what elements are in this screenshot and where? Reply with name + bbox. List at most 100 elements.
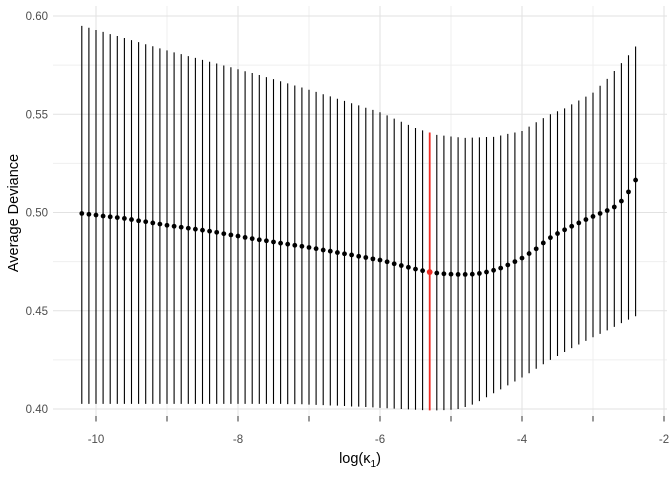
mean-point <box>469 271 475 277</box>
mean-point <box>228 232 234 238</box>
mean-point <box>256 237 262 243</box>
mean-point <box>285 241 291 247</box>
mean-point <box>569 223 575 229</box>
mean-point <box>398 263 404 268</box>
mean-point <box>122 215 127 221</box>
x-axis-title: log(κ1) <box>53 451 667 470</box>
mean-point <box>491 267 496 273</box>
x-axis-ticks-group <box>95 416 665 422</box>
x-tick-label: -2 <box>659 434 669 446</box>
y-tick-label: 0.45 <box>26 306 48 318</box>
mean-point <box>114 215 120 221</box>
mean-point <box>484 269 489 275</box>
mean-point <box>370 256 376 262</box>
mean-point <box>448 271 454 277</box>
mean-point <box>107 214 113 220</box>
mean-point <box>313 246 319 252</box>
mean-point <box>576 220 582 226</box>
mean-point <box>335 250 340 255</box>
mean-point <box>278 240 283 246</box>
x-axis-title-subscript: 1 <box>370 458 377 470</box>
y-tick-label: 0.50 <box>26 208 48 220</box>
mean-point <box>611 204 617 210</box>
y-tick-labels-group: 0.40 0.45 0.50 0.55 0.60 <box>26 11 48 416</box>
x-axis-title-suffix: ) <box>376 451 381 467</box>
y-tick-label: 0.60 <box>26 11 48 23</box>
mean-point <box>100 213 106 219</box>
mean-point <box>93 212 99 218</box>
mean-point <box>604 208 610 213</box>
x-tick-label: -6 <box>375 434 385 446</box>
mean-point <box>207 228 213 234</box>
mean-point <box>555 231 560 236</box>
mean-point <box>633 177 638 183</box>
mean-point <box>129 217 134 222</box>
mean-point <box>562 227 567 233</box>
mean-point <box>477 271 482 276</box>
mean-point <box>548 235 553 241</box>
mean-point <box>526 251 532 256</box>
mean-point <box>171 223 177 229</box>
mean-point <box>626 189 631 195</box>
y-tick-label: 0.55 <box>26 109 48 121</box>
mean-point <box>136 218 142 224</box>
mean-point <box>200 227 205 233</box>
mean-point <box>455 271 461 277</box>
mean-point <box>221 231 227 237</box>
mean-point <box>79 211 85 216</box>
mean-point <box>519 255 525 261</box>
minor-gridlines-group <box>53 6 667 416</box>
mean-point <box>306 245 312 250</box>
mean-point <box>164 222 170 228</box>
mean-point <box>597 211 603 216</box>
mean-point <box>214 229 220 235</box>
x-tick-labels-group: -10 -8 -6 -4 -2 <box>88 434 669 446</box>
x-tick-label: -8 <box>233 434 243 446</box>
mean-point <box>413 266 418 272</box>
mean-points-group <box>79 177 638 277</box>
major-gridlines-group <box>53 6 667 416</box>
mean-point <box>235 233 241 239</box>
mean-point <box>242 235 248 240</box>
mean-point <box>363 255 369 260</box>
mean-point <box>327 248 333 254</box>
mean-point <box>264 238 269 244</box>
mean-point <box>434 270 440 276</box>
mean-point <box>356 253 362 259</box>
mean-point <box>441 271 447 277</box>
mean-point <box>292 242 298 248</box>
mean-point <box>271 239 276 245</box>
x-axis-title-text: log(κ <box>339 451 371 467</box>
mean-point <box>583 217 589 222</box>
mean-point <box>406 264 411 270</box>
x-tick-label: -10 <box>88 434 105 446</box>
mean-point <box>157 221 163 227</box>
mean-point <box>86 211 92 217</box>
mean-point <box>619 198 624 204</box>
mean-point <box>384 259 390 265</box>
error-bars-group <box>81 25 637 411</box>
mean-point <box>299 243 305 249</box>
mean-point <box>185 225 191 231</box>
mean-point <box>143 219 149 225</box>
mean-point <box>420 268 425 274</box>
x-tick-label: -4 <box>517 434 528 446</box>
mean-point <box>505 262 511 268</box>
y-axis-title: Average Deviance <box>6 153 22 273</box>
mean-point <box>342 251 347 257</box>
mean-point <box>193 226 198 232</box>
mean-point <box>533 246 539 252</box>
mean-point <box>320 247 326 253</box>
mean-point <box>462 271 468 277</box>
highlight-point <box>426 269 433 275</box>
mean-point <box>391 261 397 267</box>
mean-point <box>249 236 255 242</box>
mean-point <box>498 265 504 271</box>
mean-point <box>540 240 546 246</box>
mean-point <box>377 257 383 263</box>
mean-point <box>178 224 184 230</box>
mean-point <box>150 220 156 226</box>
mean-point <box>349 252 354 258</box>
